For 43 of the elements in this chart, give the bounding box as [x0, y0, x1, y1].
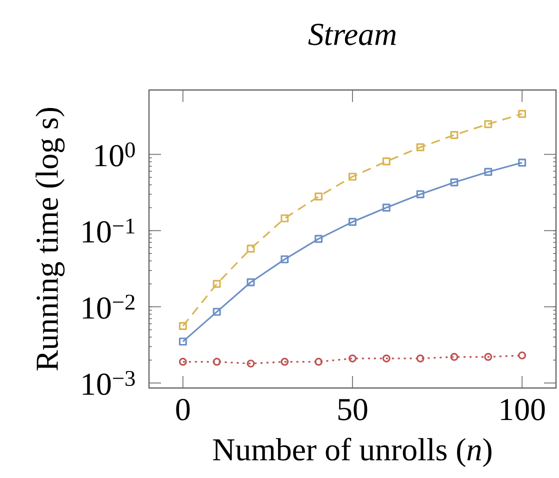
point	[280, 255, 289, 264]
x-tick-label: 50	[338, 398, 368, 420]
chart-title: Stream	[308, 24, 396, 46]
point	[314, 358, 323, 366]
point	[246, 244, 255, 253]
point	[246, 360, 255, 368]
point	[314, 192, 323, 201]
point	[178, 358, 187, 366]
y-tick-label: 10$^{−3}$	[82, 370, 135, 396]
point	[518, 351, 526, 360]
point	[314, 234, 323, 243]
y-tick-label: 10$^{−1}$	[82, 218, 134, 243]
point	[484, 352, 492, 361]
point	[382, 204, 390, 212]
point	[450, 178, 458, 186]
point	[416, 143, 424, 152]
point	[450, 130, 458, 139]
point	[348, 218, 356, 226]
y-tick-label: 10$^{0}$	[95, 142, 135, 166]
point	[518, 110, 526, 118]
x-axis-title: Number of unrolls (n)	[213, 438, 492, 468]
y-axis-title: Running time (log s)	[36, 108, 65, 370]
point	[212, 358, 221, 366]
point	[280, 214, 289, 222]
point	[212, 308, 221, 316]
point	[348, 354, 356, 362]
point	[178, 322, 187, 330]
point	[212, 280, 221, 288]
point	[484, 120, 492, 128]
point	[178, 338, 187, 346]
point	[416, 354, 424, 362]
x-tick-label: 0	[176, 398, 190, 420]
point	[246, 278, 255, 286]
point	[348, 172, 356, 181]
point	[484, 168, 492, 176]
x-tick-label: 100	[500, 398, 545, 420]
point	[280, 358, 289, 366]
point	[518, 158, 526, 167]
point	[450, 352, 458, 361]
point	[382, 157, 390, 166]
y-tick-label: 10$^{−2}$	[82, 294, 134, 319]
point	[382, 354, 390, 362]
point	[416, 190, 424, 198]
